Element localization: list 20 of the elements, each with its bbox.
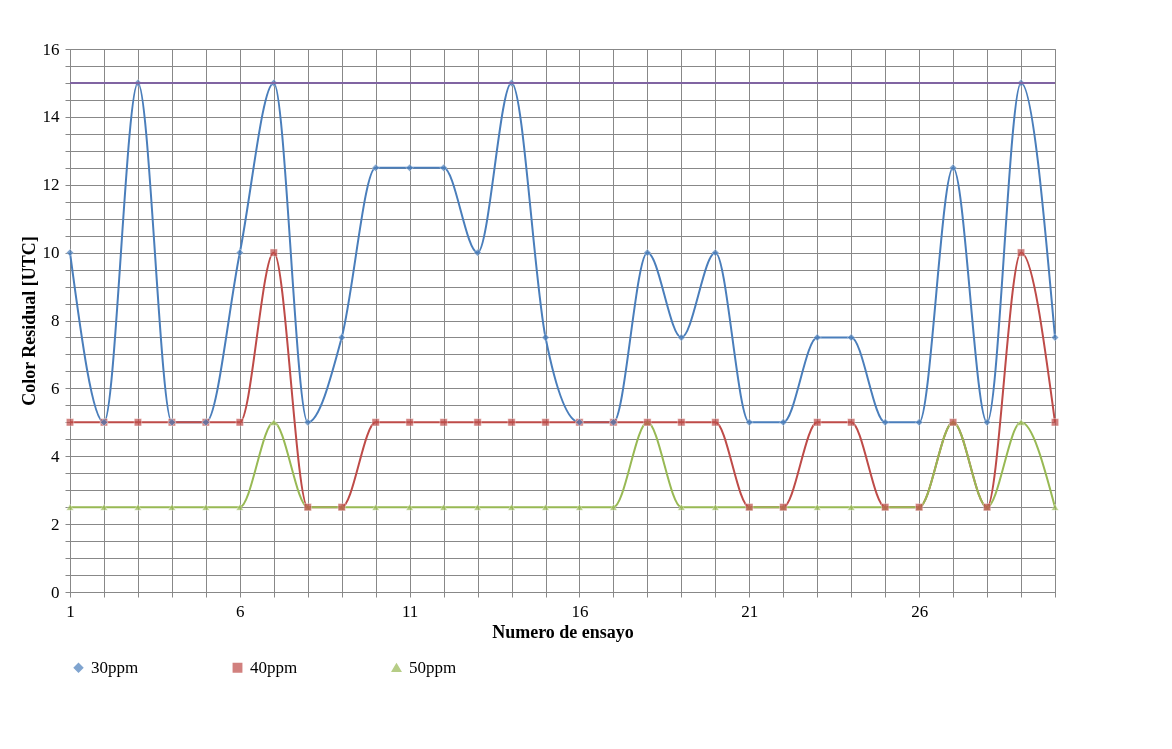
y-tick-label: 0 <box>51 582 60 602</box>
y-tick-label: 14 <box>42 107 60 127</box>
x-tick-label: 1 <box>66 601 75 621</box>
legend-label: 50ppm <box>409 657 457 677</box>
x-axis-title: Numero de ensayo <box>492 621 634 642</box>
y-tick-label: 8 <box>51 311 60 330</box>
x-tick-label: 26 <box>911 601 929 621</box>
y-tick-label: 2 <box>51 514 60 534</box>
legend-label: 30ppm <box>91 657 139 677</box>
x-tick-label: 6 <box>236 601 245 621</box>
y-tick-label: 4 <box>51 446 60 466</box>
x-tick-label: 21 <box>741 601 759 621</box>
x-tick-label: 16 <box>571 601 589 621</box>
y-tick-label: 10 <box>42 243 60 263</box>
x-tick-label: 11 <box>401 601 419 621</box>
y-tick-label: 12 <box>42 175 60 195</box>
y-axis-title: Color Residual [UTC] <box>18 236 39 406</box>
legend-label: 40ppm <box>250 657 298 677</box>
y-tick-label: 6 <box>51 378 60 398</box>
y-tick-label: 16 <box>42 39 60 59</box>
